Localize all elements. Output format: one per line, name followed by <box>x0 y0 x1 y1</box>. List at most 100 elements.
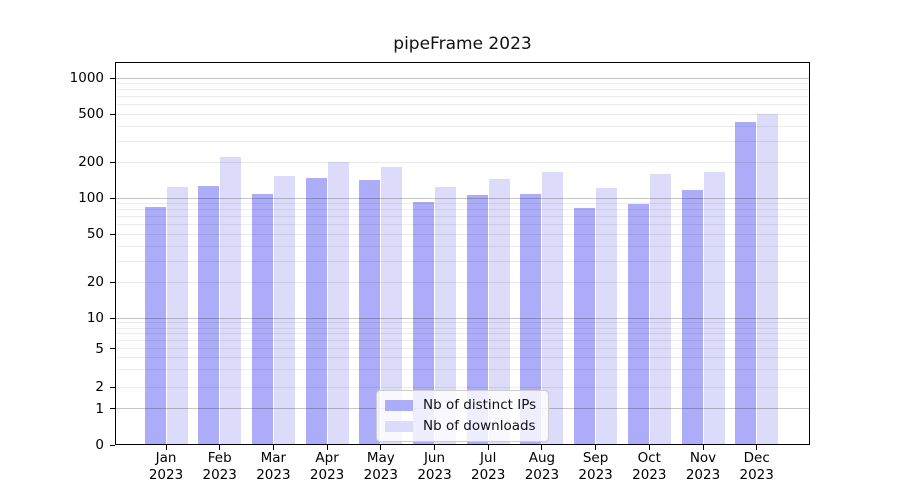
legend-label: Nb of distinct IPs <box>423 397 537 413</box>
bar-distinct-ips-11 <box>681 189 703 445</box>
y-axis-tick <box>110 161 115 163</box>
x-tick-label-line: 2023 <box>632 466 667 483</box>
x-tick-label-line: Jan <box>155 450 177 466</box>
legend-item-downloads: Nb of downloads <box>385 418 536 434</box>
gridline-major <box>116 77 809 79</box>
x-tick-label-line: 2023 <box>256 466 291 483</box>
x-tick-label-line: Jul <box>480 450 497 466</box>
y-tick-label: 50 <box>86 226 104 243</box>
y-axis-tick <box>110 348 115 349</box>
bar-downloads-9 <box>596 188 618 445</box>
y-axis-tick <box>110 113 115 115</box>
x-tick-label: Jun 2023 <box>403 450 467 483</box>
x-tick-label: Oct 2023 <box>617 450 681 483</box>
x-axis-tick <box>648 445 650 450</box>
x-tick-label: Feb 2023 <box>188 450 252 483</box>
chart-title: pipeFrame 2023 <box>393 34 532 54</box>
legend-swatch-downloads <box>385 420 413 432</box>
y-axis-tick <box>110 281 115 283</box>
x-tick-label-line: Feb <box>207 450 232 466</box>
x-tick-label-line: 2023 <box>578 466 613 483</box>
x-tick-label-line: Mar <box>260 450 287 466</box>
x-tick-label-line: 2023 <box>739 466 774 483</box>
x-tick-label-line: 2023 <box>524 466 560 483</box>
x-tick-label: Sep 2023 <box>564 450 628 483</box>
y-tick-label: 200 <box>78 154 104 171</box>
x-tick-label-line: Sep <box>582 450 609 466</box>
x-axis-tick <box>272 445 274 450</box>
y-axis-tick <box>110 386 115 388</box>
bar-downloads-12 <box>757 114 779 445</box>
y-axis-tick <box>110 233 115 235</box>
bar-distinct-ips-7 <box>466 194 488 445</box>
x-axis-tick <box>487 445 489 450</box>
bar-downloads-4 <box>327 162 349 445</box>
gridline-minor <box>116 113 809 115</box>
x-tick-label-line: Jun <box>423 450 446 466</box>
y-axis-tick <box>110 444 115 446</box>
legend: Nb of distinct IPs Nb of downloads <box>376 390 550 442</box>
x-axis-tick <box>541 445 543 450</box>
x-axis-tick <box>702 445 704 450</box>
x-tick-label-line: 2023 <box>417 466 452 483</box>
x-tick-label-line: 2023 <box>202 466 237 483</box>
legend-item-distinct-ips: Nb of distinct IPs <box>385 397 536 413</box>
x-tick-label-line: 2023 <box>685 466 721 483</box>
x-axis-tick <box>756 445 758 450</box>
bar-distinct-ips-4 <box>305 178 327 445</box>
x-tick-label: Jan 2023 <box>134 450 198 483</box>
x-tick-label: Nov 2023 <box>671 450 735 483</box>
x-axis-tick <box>219 445 221 450</box>
bar-downloads-7 <box>488 179 510 445</box>
y-axis-tick <box>110 197 115 199</box>
bar-distinct-ips-5 <box>359 179 381 445</box>
y-axis-tick <box>110 317 115 319</box>
x-axis-tick <box>380 445 382 450</box>
y-tick-label: 100 <box>78 190 104 207</box>
bar-distinct-ips-3 <box>251 194 273 445</box>
x-tick-label: Jul 2023 <box>456 450 520 483</box>
gridline-minor <box>116 140 809 142</box>
y-axis-tick <box>110 77 115 79</box>
x-axis-tick <box>326 445 328 450</box>
y-tick-label: 10 <box>86 310 104 327</box>
bar-downloads-3 <box>273 176 295 445</box>
legend-swatch-distinct-ips <box>385 399 413 411</box>
bar-downloads-1 <box>166 187 188 445</box>
y-axis-tick <box>110 408 115 409</box>
x-tick-label-line: Apr <box>315 450 339 466</box>
y-tick-label: 0 <box>95 437 104 453</box>
y-tick-label: 1 <box>95 400 104 417</box>
x-axis-tick <box>595 445 597 450</box>
x-tick-label-line: Nov <box>689 450 717 466</box>
gridline-minor <box>116 89 809 91</box>
x-tick-label-line: May <box>366 450 395 466</box>
bar-downloads-5 <box>381 167 403 445</box>
x-tick-label: Dec 2023 <box>725 450 789 483</box>
x-tick-label-line: 2023 <box>471 466 506 483</box>
y-tick-label: 1000 <box>69 70 104 87</box>
x-tick-label-line: Dec <box>743 450 770 466</box>
x-tick-label-line: Oct <box>637 450 661 466</box>
gridline-minor <box>116 96 809 98</box>
bar-downloads-11 <box>703 171 725 445</box>
x-tick-label: Aug 2023 <box>510 450 574 483</box>
x-tick-label: Mar 2023 <box>241 450 305 483</box>
bar-distinct-ips-9 <box>574 208 596 445</box>
x-tick-label: Apr 2023 <box>295 450 359 483</box>
bar-distinct-ips-8 <box>520 193 542 445</box>
bar-distinct-ips-1 <box>144 206 166 445</box>
y-tick-label: 5 <box>95 340 104 357</box>
x-tick-label-line: 2023 <box>148 466 184 483</box>
gridline-minor <box>116 125 809 127</box>
bar-downloads-10 <box>649 174 671 445</box>
gridline-minor <box>116 83 809 85</box>
bar-distinct-ips-12 <box>735 122 757 445</box>
x-tick-label-line: 2023 <box>363 466 398 483</box>
gridline-minor <box>116 104 809 106</box>
bar-distinct-ips-6 <box>413 201 434 445</box>
bar-downloads-2 <box>220 157 242 445</box>
x-tick-label-line: Aug <box>528 450 556 466</box>
y-tick-label: 500 <box>78 106 104 123</box>
